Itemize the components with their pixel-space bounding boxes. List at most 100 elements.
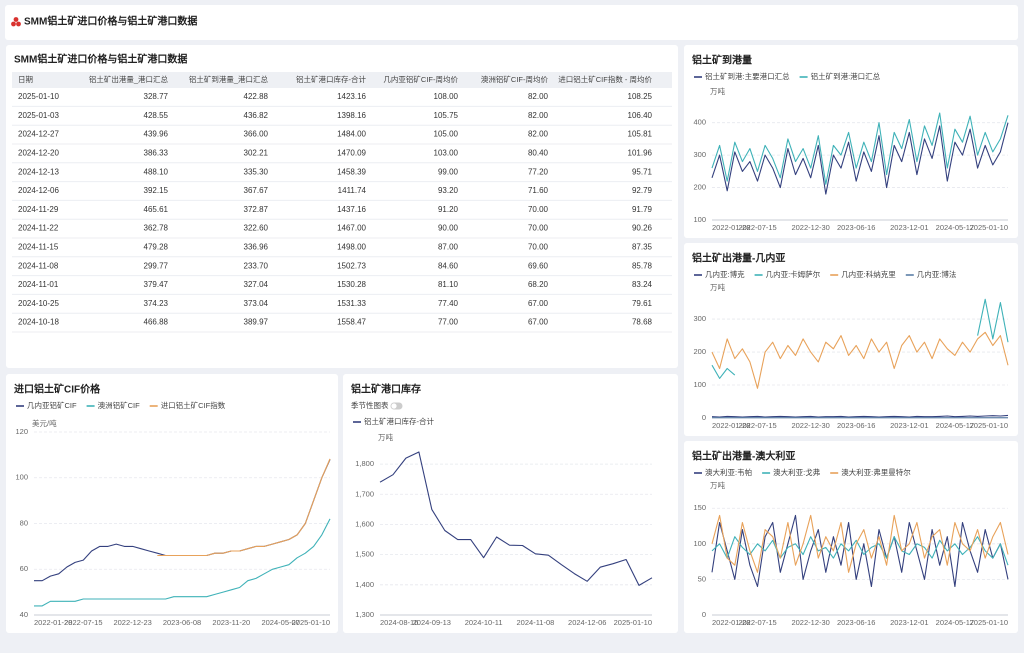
y-tick-label: 0 bbox=[702, 413, 706, 422]
y-unit-label: 万吨 bbox=[710, 282, 725, 292]
legend-label: 澳大利亚:韦帕 bbox=[705, 467, 752, 477]
y-tick-label: 1,300 bbox=[355, 610, 374, 619]
x-tick-label: 2025-01-10 bbox=[970, 618, 1008, 627]
table-cell: 82.00 bbox=[528, 130, 549, 139]
series-line bbox=[711, 331, 1009, 389]
x-tick-label: 2023-12-01 bbox=[890, 618, 928, 627]
table-cell: 77.20 bbox=[528, 167, 549, 176]
y-tick-label: 1,700 bbox=[355, 489, 374, 498]
table-cell: 80.40 bbox=[528, 149, 549, 158]
table-cell: 2024-12-27 bbox=[18, 130, 59, 139]
table-cell: 108.25 bbox=[628, 92, 653, 101]
series-line bbox=[157, 458, 331, 557]
series-line bbox=[711, 514, 1009, 588]
chart-panel bbox=[6, 374, 338, 633]
x-tick-label: 2022-07-15 bbox=[738, 421, 776, 430]
table-header-cell: 澳洲铝矿CIF-周均价 bbox=[481, 74, 549, 84]
legend-label: 澳大利亚:弗里曼特尔 bbox=[841, 467, 911, 477]
table-cell: 1498.00 bbox=[337, 243, 366, 252]
y-tick-label: 1,600 bbox=[355, 519, 374, 528]
series-line bbox=[711, 414, 1009, 418]
table-cell: 92.79 bbox=[632, 186, 653, 195]
legend-label: 澳大利亚:戈弗 bbox=[773, 467, 820, 477]
table-cell: 379.47 bbox=[144, 280, 169, 289]
table-cell: 82.00 bbox=[528, 92, 549, 101]
table-cell: 436.82 bbox=[244, 111, 269, 120]
table-cell: 2024-10-18 bbox=[18, 318, 59, 327]
y-unit-label: 万吨 bbox=[710, 480, 725, 490]
table-cell: 488.10 bbox=[144, 167, 169, 176]
x-tick-label: 2023-12-01 bbox=[890, 421, 928, 430]
y-tick-label: 100 bbox=[693, 539, 706, 548]
table-cell: 67.00 bbox=[528, 299, 549, 308]
table-panel bbox=[6, 45, 678, 368]
table-cell: 299.77 bbox=[144, 261, 169, 270]
table-cell: 2024-11-08 bbox=[18, 261, 59, 270]
x-tick-label: 2025-01-10 bbox=[970, 223, 1008, 232]
chart-title: 铝土矿到港量 bbox=[692, 54, 752, 67]
table-cell: 95.71 bbox=[632, 167, 653, 176]
table-cell: 392.15 bbox=[144, 186, 169, 195]
table-cell: 77.40 bbox=[438, 299, 459, 308]
legend-label: 进口铝土矿CIF指数 bbox=[161, 400, 226, 410]
x-tick-label: 2025-01-10 bbox=[970, 421, 1008, 430]
y-tick-label: 150 bbox=[693, 503, 706, 512]
logo-icon bbox=[11, 17, 21, 27]
y-unit-label: 美元/吨 bbox=[32, 418, 57, 428]
table-cell: 83.24 bbox=[632, 280, 653, 289]
x-tick-label: 2024-05-17 bbox=[936, 421, 974, 430]
table-cell: 422.88 bbox=[244, 92, 269, 101]
x-tick-label: 2023-06-08 bbox=[163, 618, 201, 627]
table-cell: 466.88 bbox=[144, 318, 169, 327]
table-header-cell: 日期 bbox=[18, 75, 33, 84]
x-tick-label: 2024-11-08 bbox=[517, 618, 555, 627]
table-cell: 2025-01-10 bbox=[18, 92, 59, 101]
table-cell: 84.60 bbox=[438, 261, 459, 270]
x-tick-label: 2023-06-16 bbox=[837, 223, 875, 232]
legend-label: 铝土矿港口库存-合计 bbox=[364, 416, 434, 426]
table-cell: 335.30 bbox=[244, 167, 269, 176]
table-cell: 87.00 bbox=[438, 243, 459, 252]
table-header-cell: 几内亚铝矿CIF-周均价 bbox=[383, 74, 458, 84]
table-cell: 2024-12-20 bbox=[18, 149, 59, 158]
x-tick-label: 2023-06-16 bbox=[837, 421, 875, 430]
y-tick-label: 100 bbox=[693, 380, 706, 389]
y-unit-label: 万吨 bbox=[378, 432, 393, 442]
table-cell: 69.60 bbox=[528, 261, 549, 270]
chart-panel bbox=[343, 374, 678, 633]
y-tick-label: 40 bbox=[20, 610, 28, 619]
table-cell: 103.00 bbox=[434, 149, 459, 158]
x-tick-label: 2023-11-20 bbox=[212, 618, 250, 627]
table-cell: 79.61 bbox=[632, 299, 653, 308]
x-tick-label: 2025-01-10 bbox=[614, 618, 652, 627]
y-tick-label: 200 bbox=[693, 183, 706, 192]
legend-label: 几内亚:卡姆萨尔 bbox=[766, 269, 821, 279]
legend-label: 几内亚:科纳克里 bbox=[841, 269, 896, 279]
y-tick-label: 100 bbox=[15, 473, 28, 482]
x-tick-label: 2024-09-13 bbox=[413, 618, 451, 627]
table-cell: 479.28 bbox=[144, 243, 169, 252]
table-cell: 302.21 bbox=[244, 149, 269, 158]
x-tick-label: 2022-01-28 bbox=[712, 421, 750, 430]
table-cell: 374.23 bbox=[144, 299, 169, 308]
x-tick-label: 2024-08-16 bbox=[380, 618, 418, 627]
legend-label: 铝土矿到港:主要港口汇总 bbox=[705, 71, 790, 81]
legend-label: 几内亚:博法 bbox=[917, 269, 957, 279]
table-cell: 70.00 bbox=[528, 205, 549, 214]
y-tick-label: 80 bbox=[20, 518, 28, 527]
table-cell: 101.96 bbox=[628, 149, 653, 158]
x-tick-label: 2022-12-23 bbox=[113, 618, 151, 627]
x-tick-label: 2022-07-15 bbox=[64, 618, 102, 627]
table-cell: 336.96 bbox=[244, 243, 269, 252]
x-tick-label: 2022-12-30 bbox=[791, 223, 829, 232]
x-tick-label: 2022-01-28 bbox=[34, 618, 72, 627]
table-cell: 1558.47 bbox=[337, 318, 366, 327]
table-cell: 91.20 bbox=[438, 205, 459, 214]
x-tick-label: 2022-12-30 bbox=[791, 421, 829, 430]
series-line bbox=[34, 518, 331, 607]
table-header-cell: 铝土矿出港量_港口汇总 bbox=[89, 74, 169, 84]
table-cell: 2024-11-15 bbox=[18, 243, 59, 252]
series-line bbox=[379, 451, 653, 586]
series-line bbox=[711, 112, 1009, 185]
table-cell: 389.97 bbox=[244, 318, 269, 327]
